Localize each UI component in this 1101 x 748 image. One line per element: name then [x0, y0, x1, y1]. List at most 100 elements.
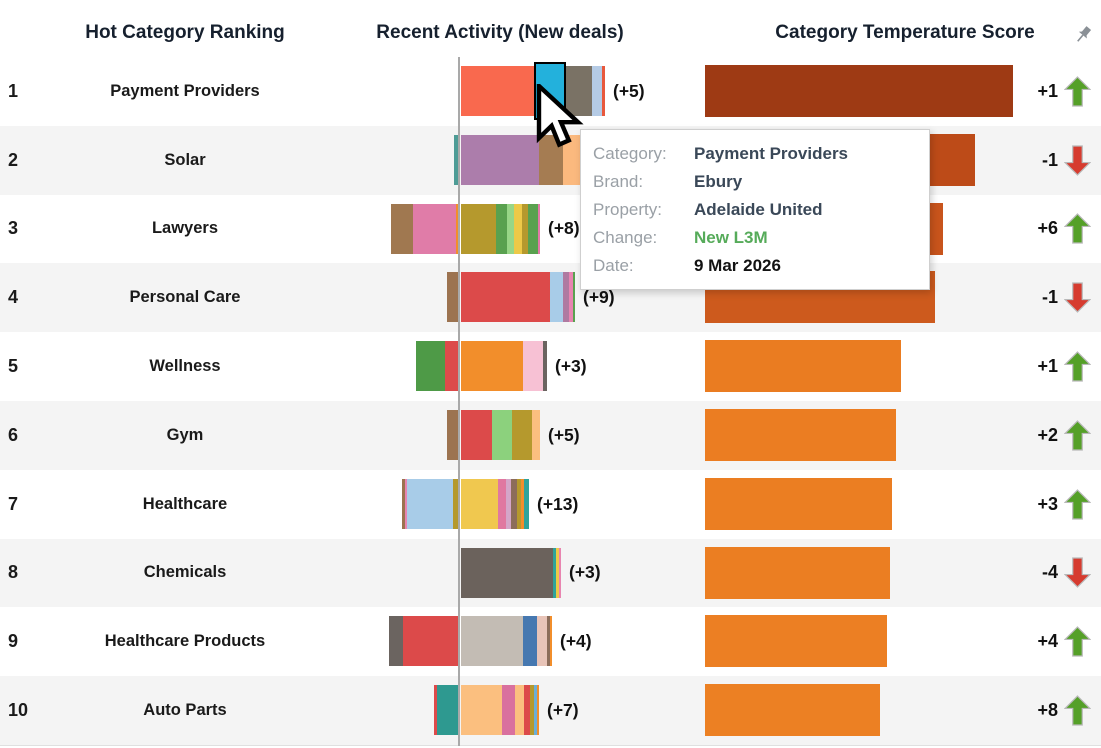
activity-segment[interactable] — [502, 685, 515, 736]
activity-bar-positive — [461, 547, 561, 598]
activity-segment[interactable] — [507, 203, 514, 254]
new-deals-count: (+5) — [548, 424, 580, 445]
activity-segment[interactable] — [413, 203, 456, 254]
activity-segment[interactable] — [537, 685, 539, 736]
temperature-score-bar[interactable] — [705, 477, 892, 530]
activity-segment[interactable] — [461, 478, 498, 529]
tooltip-field-label: Change: — [593, 228, 658, 247]
activity-segment[interactable] — [416, 341, 445, 392]
activity-segment[interactable] — [405, 478, 407, 529]
down-arrow-icon — [1064, 126, 1092, 195]
activity-segment[interactable] — [524, 478, 529, 529]
activity-segment[interactable] — [602, 66, 605, 116]
activity-segment[interactable] — [461, 272, 550, 323]
activity-segment[interactable] — [521, 478, 524, 529]
activity-segment[interactable] — [447, 272, 458, 323]
activity-segment[interactable] — [445, 341, 458, 392]
activity-segment[interactable] — [511, 478, 517, 529]
category-label: Personal Care — [129, 288, 241, 307]
activity-segment[interactable] — [547, 616, 550, 667]
rank-number: 6 — [8, 424, 19, 445]
activity-segment[interactable] — [569, 272, 573, 323]
activity-segment[interactable] — [563, 272, 569, 323]
rank-number: 7 — [8, 493, 19, 514]
table-row: 3 Lawyers (+8) +6 — [0, 195, 1101, 264]
activity-segment[interactable] — [566, 66, 592, 116]
activity-segment[interactable] — [515, 685, 524, 736]
activity-segment[interactable] — [517, 478, 521, 529]
activity-segment[interactable] — [550, 272, 563, 323]
activity-segment[interactable] — [461, 409, 492, 460]
activity-segment[interactable] — [538, 203, 540, 254]
temperature-score-bar[interactable] — [705, 684, 880, 737]
activity-segment[interactable] — [456, 203, 458, 254]
temperature-score-bar[interactable] — [705, 408, 896, 461]
table-row: 7 Healthcare (+13) +3 — [0, 470, 1101, 539]
temperature-score-bar[interactable] — [705, 546, 890, 599]
activity-segment[interactable] — [496, 203, 507, 254]
activity-segment[interactable] — [556, 547, 559, 598]
activity-segment[interactable] — [559, 547, 561, 598]
activity-segment[interactable] — [537, 616, 547, 667]
activity-segment[interactable] — [434, 685, 437, 736]
activity-segment[interactable] — [461, 341, 523, 392]
table-row: 4 Personal Care (+9) -1 — [0, 263, 1101, 333]
activity-segment[interactable] — [514, 203, 522, 254]
activity-bar-negative — [0, 341, 458, 392]
score-change-value: +3 — [1037, 493, 1058, 514]
activity-segment[interactable] — [454, 134, 458, 185]
ranking-table: 1 Payment Providers (+5) +1 2 Solar -1 3… — [0, 57, 1101, 745]
activity-segment[interactable] — [461, 616, 523, 667]
up-arrow-icon — [1064, 470, 1092, 539]
activity-segment[interactable] — [461, 547, 553, 598]
rank-number: 10 — [8, 700, 29, 721]
activity-segment[interactable] — [407, 478, 453, 529]
activity-bar-positive — [461, 616, 552, 667]
activity-segment[interactable] — [389, 616, 403, 667]
activity-segment[interactable] — [461, 134, 539, 185]
temperature-score-bar[interactable] — [705, 65, 1013, 117]
table-row: 8 Chemicals (+3) -4 — [0, 538, 1101, 608]
activity-segment[interactable] — [522, 203, 528, 254]
activity-segment[interactable] — [402, 478, 405, 529]
activity-segment[interactable] — [532, 409, 540, 460]
activity-segment[interactable] — [530, 685, 534, 736]
category-label: Healthcare Products — [104, 632, 266, 651]
score-change-value: +1 — [1037, 356, 1058, 377]
activity-segment[interactable] — [492, 409, 512, 460]
activity-bar-positive — [461, 272, 575, 323]
down-arrow-icon — [1064, 263, 1092, 332]
temperature-score-bar[interactable] — [705, 615, 887, 668]
activity-segment[interactable] — [534, 685, 537, 736]
new-deals-count: (+4) — [560, 631, 592, 652]
activity-bar-negative — [0, 272, 458, 323]
activity-segment[interactable] — [403, 616, 458, 667]
activity-segment[interactable] — [461, 203, 496, 254]
temperature-score-bar[interactable] — [705, 340, 901, 393]
category-label: Wellness — [149, 357, 221, 376]
activity-segment[interactable] — [453, 478, 458, 529]
activity-segment[interactable] — [391, 203, 413, 254]
activity-segment[interactable] — [498, 478, 506, 529]
activity-segment[interactable] — [523, 616, 537, 667]
pushpin-icon[interactable] — [1072, 24, 1094, 46]
up-arrow-icon — [1064, 332, 1092, 401]
activity-segment[interactable] — [447, 409, 458, 460]
activity-segment[interactable] — [528, 203, 538, 254]
activity-bar-positive — [461, 203, 540, 254]
activity-segment[interactable] — [437, 685, 458, 736]
activity-segment[interactable] — [550, 616, 552, 667]
activity-segment[interactable] — [524, 685, 530, 736]
activity-segment[interactable] — [543, 341, 547, 392]
activity-segment[interactable] — [592, 66, 602, 116]
activity-segment[interactable] — [461, 66, 534, 116]
activity-segment[interactable] — [573, 272, 575, 323]
activity-segment[interactable] — [523, 341, 543, 392]
activity-segment[interactable] — [512, 409, 532, 460]
new-deals-count: (+13) — [537, 493, 579, 514]
tooltip-field: Property: Adelaide United — [593, 196, 917, 224]
activity-segment[interactable] — [553, 547, 556, 598]
activity-segment[interactable] — [461, 685, 502, 736]
activity-segment[interactable] — [506, 478, 511, 529]
